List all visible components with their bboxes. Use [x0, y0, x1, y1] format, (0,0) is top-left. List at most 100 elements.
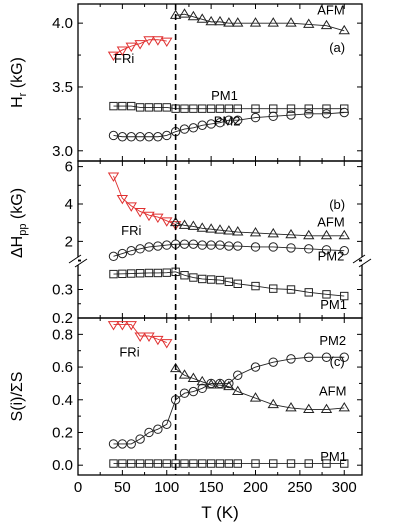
data-point-pm1-280	[322, 290, 331, 299]
series-afm	[169, 8, 350, 35]
data-point-afm-240	[285, 17, 297, 27]
data-point-pm1-40	[109, 269, 118, 279]
data-point-afm-120	[178, 219, 191, 229]
data-point-pm2-90	[153, 424, 163, 434]
data-point-pm2-180	[233, 370, 243, 380]
series-line-fri	[113, 324, 167, 343]
data-point-pm1-150	[206, 104, 216, 113]
data-point-pm2-150	[206, 119, 216, 129]
data-point-pm2-60	[126, 246, 136, 256]
data-point-pm2-50	[117, 248, 128, 259]
y-tick-label: 0.8	[52, 326, 73, 343]
data-point-pm1-240	[286, 285, 296, 294]
data-point-pm2-260	[304, 244, 314, 254]
x-tick-label: 150	[199, 479, 224, 496]
data-point-pm1-140	[198, 104, 207, 113]
data-point-pm1-280	[322, 459, 331, 468]
data-point-pm1-170	[224, 104, 234, 113]
y-tick-label: 3.5	[52, 79, 73, 96]
data-point-fri-80	[143, 211, 155, 222]
series-fri	[107, 172, 182, 231]
data-point-pm2-220	[268, 242, 278, 252]
data-point-fri-50	[116, 46, 129, 56]
data-point-afm-300	[338, 401, 350, 412]
data-point-afm-120	[178, 8, 191, 18]
data-point-pm2-100	[162, 130, 172, 141]
series-label-afm: AFM	[319, 384, 346, 399]
series-line-pm2	[113, 112, 345, 138]
data-point-fri-80	[143, 332, 155, 342]
annotations: (a) FRi AFM PM1 PM2 (b) FRi AFM PM2 PM1 (c) FRi PM2 A…	[114, 2, 347, 475]
series-fri	[107, 321, 173, 349]
data-point-pm1-130	[189, 273, 198, 282]
x-tick-label: 0	[74, 479, 82, 496]
data-point-afm-220	[267, 227, 279, 238]
data-point-afm-130	[187, 372, 200, 382]
y-tick-label: 0.3	[52, 282, 73, 299]
data-point-pm1-60	[127, 269, 136, 278]
data-point-afm-280	[320, 229, 333, 240]
series-afm	[169, 362, 350, 414]
data-point-afm-280	[320, 19, 333, 30]
data-point-pm2-40	[108, 251, 119, 262]
data-point-pm2-90	[153, 132, 163, 142]
x-axis-label: T (K)	[201, 503, 238, 522]
series-line-fri	[113, 39, 167, 56]
data-point-pm1-150	[206, 275, 216, 284]
data-point-pm1-220	[269, 284, 278, 293]
data-point-pm1-80	[144, 268, 154, 278]
x-tick-label: 250	[287, 479, 312, 496]
data-point-pm2-130	[188, 239, 199, 249]
y-tick-label: 4.0	[52, 15, 73, 32]
data-point-pm2-260	[304, 109, 314, 119]
y-tick-label: 2	[65, 233, 73, 250]
data-series	[107, 8, 350, 468]
series-line-pm2	[113, 356, 345, 445]
data-point-afm-120	[178, 369, 191, 379]
data-point-fri-100	[161, 37, 173, 47]
data-point-afm-160	[214, 15, 226, 26]
data-point-afm-130	[187, 220, 200, 230]
x-tick-label: 50	[114, 479, 131, 496]
series-pm1	[109, 101, 349, 113]
data-point-pm1-300	[340, 291, 349, 301]
data-point-afm-170	[223, 17, 235, 27]
data-point-pm1-200	[251, 281, 260, 291]
data-point-pm1-50	[118, 269, 127, 279]
data-point-pm2-60	[126, 439, 136, 449]
y-tick-label: 0.6	[52, 359, 73, 376]
data-point-pm2-220	[268, 111, 278, 122]
data-point-afm-280	[320, 403, 333, 414]
data-point-afm-110	[169, 362, 182, 373]
data-point-pm1-260	[304, 104, 313, 113]
panel-tag-c: (c)	[330, 354, 345, 369]
panel-tag-b: (b)	[329, 197, 345, 212]
data-point-fri-70	[134, 332, 146, 342]
x-tick-label: 200	[243, 479, 268, 496]
data-point-fri-40	[107, 321, 120, 331]
data-point-pm1-240	[286, 104, 296, 113]
y-tick-label: 4	[65, 196, 73, 213]
data-point-fri-80	[143, 36, 155, 46]
data-point-pm1-200	[251, 459, 260, 468]
data-point-afm-130	[187, 10, 200, 21]
data-point-afm-170	[223, 380, 235, 391]
series-label-afm: AFM	[317, 215, 344, 230]
panel-frame-c	[77, 317, 363, 476]
data-point-pm2-160	[215, 240, 225, 250]
data-point-pm1-280	[322, 104, 331, 113]
panel-frame-a	[77, 3, 363, 162]
data-point-fri-60	[125, 202, 137, 212]
data-point-pm2-240	[286, 354, 296, 364]
series-label-pm1: PM1	[211, 88, 238, 103]
data-point-pm2-140	[197, 120, 207, 130]
data-point-pm2-130	[188, 123, 199, 133]
data-point-fri-50	[116, 194, 129, 205]
data-point-afm-240	[285, 401, 297, 412]
data-point-pm1-80	[144, 103, 154, 112]
data-point-pm2-130	[188, 386, 199, 397]
data-point-pm2-240	[286, 243, 296, 253]
data-point-pm2-300	[339, 352, 349, 362]
data-point-pm2-70	[135, 244, 145, 254]
